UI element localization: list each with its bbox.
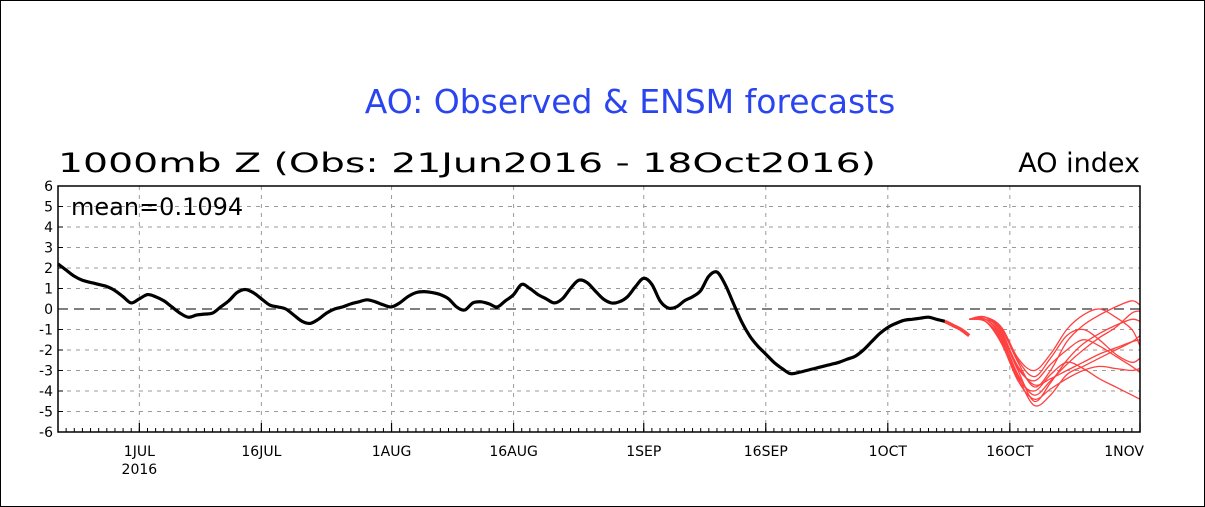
forecast-member-line [969,308,1141,372]
index-label: AO index [1018,148,1140,179]
x-axis: 1JUL 2016 16JUL 1AUG 16AUG 1SEP 16SEP 1OCT 16OCT… [57,423,1144,478]
forecast-series [943,300,1141,407]
forecast-mean-start-line [943,319,971,338]
forecast-member-line [969,317,1141,378]
forecast-member-line [969,300,1141,388]
y-tick-label: -2 [39,343,53,359]
y-tick-label: 5 [44,200,53,216]
observed-series-line [57,262,946,376]
mean-annotation: mean=0.1094 [71,193,243,221]
y-tick-label: -4 [39,384,53,400]
y-tick-label: -5 [39,405,53,421]
x-tick-label: 16OCT [986,444,1034,460]
forecast-member-line [969,315,1141,386]
y-tick-label: 2 [44,261,53,277]
x-tick-sublabel: 2016 [122,462,158,478]
x-tick-label: 1NOV [1104,444,1144,460]
y-tick-label: -1 [39,323,53,339]
y-tick-label: 3 [44,241,53,257]
y-tick-label: 1 [44,282,53,298]
x-tick-label: 1AUG [372,444,412,460]
x-tick-label: 1OCT [869,444,908,460]
forecast-member-line [969,315,1141,382]
x-tick-label: 16JUL [241,444,281,460]
y-tick-label: -6 [39,425,53,441]
y-axis: 6 5 4 3 2 1 0 -1 -2 -3 -4 -5 -6 [39,179,63,441]
x-tick-label: 16AUG [489,444,538,460]
x-tick-label: 1SEP [626,444,661,460]
x-tick-label: 16SEP [744,444,788,460]
forecast-member-line [969,310,1141,396]
y-tick-label: 0 [44,302,53,318]
forecast-member-line [969,318,1141,400]
y-tick-label: -3 [39,364,53,380]
y-tick-label: 4 [44,220,53,236]
x-tick-label: 1JUL [124,444,155,460]
forecast-member-line [969,318,1141,407]
forecast-member-line [969,318,1141,400]
y-tick-label: 6 [44,179,53,195]
chart-title: AO: Observed & ENSM forecasts [365,82,896,121]
forecast-member-line [969,317,1141,403]
chart-subtitle: 1000mb Z (Obs: 21Jun2016 - 18Oct2016) [58,148,876,179]
